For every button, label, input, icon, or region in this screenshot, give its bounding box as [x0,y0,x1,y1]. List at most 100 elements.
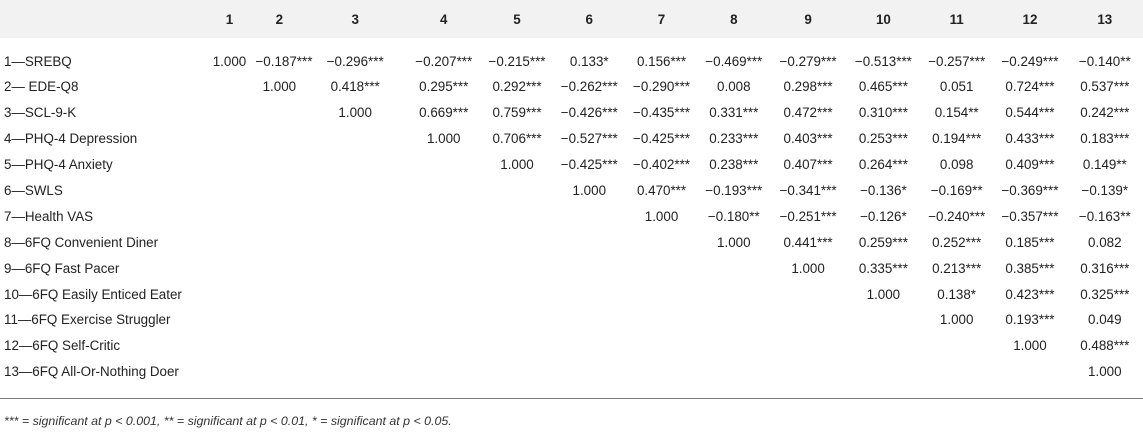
row-label: 2— EDE-Q8 [4,79,79,95]
table-row: 3—SCL-9-K 1.000 0.669*** 0.759*** −0.426*** −… [0,100,1143,126]
correlation-cell [407,229,480,255]
table-row: 7—Health VAS 1.000 −0.180** −0.251*** −0.126… [0,203,1143,229]
correlation-cell: 0.253*** [858,131,908,147]
correlation-cell: −0.139* [1081,183,1129,198]
correlation-cell: 1.000 [262,79,297,95]
correlation-cell: 1.000 [338,105,372,121]
correlation-cell: −0.240*** [928,208,986,224]
correlation-cell: 0.264*** [858,157,908,173]
correlation-cell: 0.385*** [1005,260,1055,276]
correlation-cell [480,333,553,359]
header-cell-6: 6 [585,11,593,27]
correlation-cell: 0.049 [1088,312,1122,328]
correlation-cell: 1.000 [791,260,825,276]
correlation-cell [204,255,256,281]
header-cell-1: 1 [225,11,234,27]
correlation-cell [698,359,769,385]
correlation-cell [480,359,553,385]
correlation-cell: 0.759*** [492,105,542,121]
footnote: *** = significant at p < 0.001, ** = sig… [4,414,452,428]
correlation-cell [625,255,698,281]
correlation-cell: 0.185*** [1005,234,1055,250]
correlation-cell [407,255,480,281]
correlation-cell: 0.433*** [1005,131,1055,147]
correlation-cell: 0.051 [939,79,974,95]
correlation-cell: 0.472*** [783,105,833,121]
correlation-cell [204,307,256,333]
correlation-cell [255,229,303,255]
header-cell-13: 13 [1097,11,1113,27]
table-row: 13—6FQ All-Or-Nothing Doer 1.000 [0,359,1143,385]
correlation-cell: 0.409*** [1005,157,1055,173]
correlation-cell [303,333,407,359]
correlation-cell [625,359,698,385]
correlation-cell: 0.537*** [1080,79,1130,95]
correlation-cell: 1.000 [866,286,901,302]
correlation-cell: 0.407*** [783,157,833,173]
correlation-cell: −0.215*** [488,53,546,69]
correlation-cell: 0.242*** [1080,105,1130,121]
correlation-cell: −0.249*** [1001,53,1059,69]
correlation-cell: 0.098 [939,157,974,173]
correlation-cell: 0.008 [717,79,751,95]
correlation-cell [204,152,256,178]
correlation-cell [303,152,407,178]
correlation-cell: −0.169** [930,183,983,198]
correlation-cell [255,333,303,359]
correlation-cell [303,359,407,385]
correlation-cell: −0.425*** [560,157,618,173]
row-label: 10—6FQ Easily Enticed Eater [4,286,182,302]
row-label: 12—6FQ Self-Critic [4,338,121,354]
correlation-cell: 0.298*** [783,79,833,95]
correlation-cell: −0.257*** [928,53,986,69]
row-label: 4—PHQ-4 Depression [4,131,138,147]
correlation-cell [407,307,480,333]
correlation-cell [303,126,407,152]
row-label: 6—SWLS [4,183,63,198]
correlation-cell: −0.341*** [779,183,837,198]
correlation-cell [204,203,256,229]
correlation-cell [204,126,256,152]
correlation-cell [303,178,407,204]
correlation-cell: 0.335*** [858,260,908,276]
correlation-cell [920,359,993,385]
correlation-cell: 1.000 [939,312,974,328]
correlation-cell: 0.325*** [1080,286,1130,302]
correlation-cell [625,281,698,307]
header-cell-12: 12 [1022,11,1038,27]
correlation-cell: −0.180** [707,208,760,224]
correlation-cell: −0.296*** [326,53,384,69]
correlation-cell: 1.000 [212,53,247,69]
correlation-cell [847,333,920,359]
correlation-cell [303,229,407,255]
row-label: 13—6FQ All-Or-Nothing Doer [4,364,179,380]
correlation-cell: 0.465*** [858,79,908,95]
correlation-cell [255,203,303,229]
header-cell-4: 4 [440,11,448,27]
table-row: 8—6FQ Convenient Diner 1.000 0.441*** 0.259… [0,229,1143,255]
correlation-cell: 0.724*** [1005,79,1055,95]
correlation-cell: −0.402*** [633,157,691,173]
header-cell-9: 9 [804,11,812,27]
correlation-cell: −0.426*** [560,105,618,121]
correlation-cell: −0.262*** [560,79,618,95]
correlation-cell: 1.000 [572,183,607,198]
correlation-cell: −0.369*** [1001,183,1059,198]
correlation-cell: 0.194*** [932,131,982,147]
correlation-cell [847,307,920,333]
correlation-cell [303,255,407,281]
correlation-cell [204,74,256,100]
correlation-cell: 0.669*** [419,105,469,121]
correlation-cell [407,178,480,204]
correlation-cell [204,359,256,385]
correlation-cell: 1.000 [717,234,751,250]
table-row: 10—6FQ Easily Enticed Eater 1.000 0.138* 0.… [0,281,1143,307]
bottom-rule [0,398,1143,399]
header-cell-7: 7 [657,11,666,27]
correlation-cell [407,203,480,229]
correlation-cell [554,229,625,255]
correlation-cell [698,281,769,307]
correlation-cell: 0.259*** [858,234,908,250]
table-row: 6—SWLS 1.000 0.470*** −0.193*** −0.341*** −0.… [0,178,1143,204]
header-row: 1 2 3 4 5 6 7 8 9 10 11 12 13 [0,0,1143,38]
